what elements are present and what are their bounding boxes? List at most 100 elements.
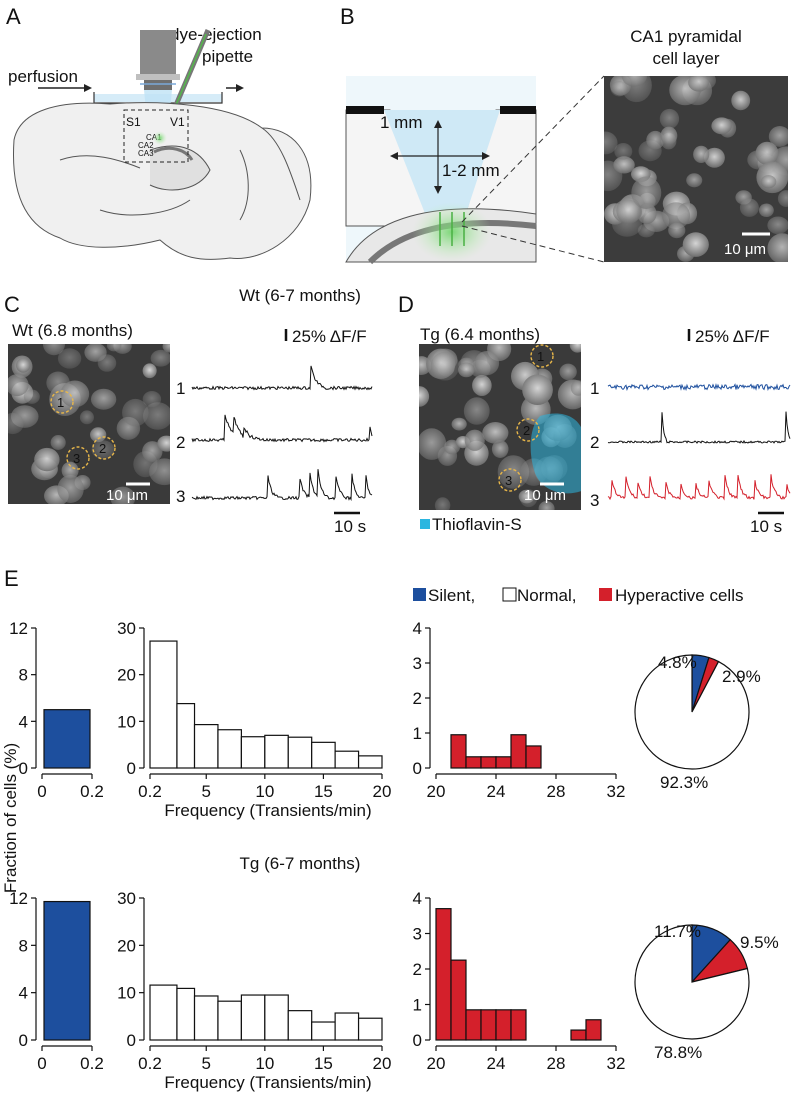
- panel-b-label: B: [340, 4, 355, 29]
- histogram-bar-normal: [264, 994, 289, 1041]
- wt-scalebar-label: 10 μm: [106, 487, 148, 504]
- x-tick-label: 10: [255, 1054, 274, 1073]
- histogram-hyper: 0 1 2 3 4 20 24 28 32: [413, 619, 626, 801]
- histogram-bar-normal: [334, 750, 360, 769]
- neuron-soma: [491, 440, 509, 458]
- histogram-bar-normal: [334, 1012, 360, 1041]
- wt-micrograph: [8, 344, 170, 504]
- histogram-bar-normal: [176, 702, 196, 769]
- y-tick-label: 1: [413, 996, 422, 1015]
- neuron-soma: [110, 486, 136, 504]
- neuron-soma: [570, 380, 581, 396]
- pie-label-normal: 78.8%: [654, 1043, 702, 1062]
- region-v1: V1: [170, 115, 185, 129]
- y-tick-label: 10: [117, 984, 136, 1003]
- histogram-bar-normal: [217, 1000, 242, 1041]
- histogram-bar-hyper: [495, 756, 512, 769]
- histogram-silent: 0 4 8 12 0 0.2: [9, 619, 104, 801]
- y-tick-label: 30: [117, 619, 136, 638]
- wt-trace-label: 1: [176, 379, 185, 398]
- histogram-bar-hyper: [495, 1009, 512, 1041]
- y-tick-label: 4: [413, 889, 422, 908]
- tg-trace-label: 1: [590, 379, 599, 398]
- pie-label-silent: 4.8%: [658, 653, 697, 672]
- neuron-soma: [614, 143, 633, 160]
- neuron-soma: [613, 156, 635, 174]
- panel-a: A perfusion dye-ejection pipette: [6, 4, 312, 260]
- tg-scalebar-label: 10 μm: [524, 487, 566, 504]
- neuron-soma: [61, 461, 79, 480]
- neuron-soma: [106, 344, 122, 352]
- panel-c-label: C: [4, 292, 20, 317]
- neuron-soma: [693, 145, 710, 164]
- neuron-soma: [142, 441, 163, 462]
- pie-label-silent: 11.7%: [654, 922, 701, 941]
- neuron-soma: [97, 354, 117, 372]
- pie-slice-normal: [634, 654, 750, 770]
- y-tick-label: 12: [9, 619, 28, 638]
- neuron-soma: [149, 458, 170, 486]
- pie-chart: 4.8% 2.9% 92.3%: [634, 653, 761, 792]
- neuron-soma: [559, 363, 577, 381]
- pie-label-hyperactive: 9.5%: [740, 933, 779, 952]
- neuron-soma: [739, 198, 759, 217]
- window-width-label: 1-2 mm: [442, 161, 500, 180]
- tg-cell-roi: [516, 418, 540, 442]
- histogram-bar-silent: [43, 900, 91, 1041]
- x-tick-label: 15: [314, 782, 333, 801]
- histogram-bar-normal: [176, 987, 196, 1041]
- chart-title: Tg (6-7 months): [240, 854, 361, 873]
- y-tick-label: 0: [19, 1031, 28, 1050]
- y-axis-label: Fraction of cells (%): [1, 743, 20, 893]
- tg-cell-roi: [498, 468, 522, 492]
- ca1-scalebar-label: 10 μm: [724, 241, 766, 258]
- neuron-soma: [142, 363, 157, 379]
- neuron-soma: [419, 428, 447, 460]
- neuron-soma: [767, 233, 788, 262]
- histogram-bar-hyper: [450, 959, 467, 1041]
- neuron-soma: [668, 222, 686, 239]
- y-tick-label: 10: [117, 712, 136, 731]
- window-depth-label: 1 mm: [380, 113, 423, 132]
- x-tick-label: 24: [487, 1054, 506, 1073]
- wt-trace-label: 3: [176, 487, 185, 506]
- neuron-soma: [711, 117, 732, 135]
- x-tick-label: 0.2: [138, 1054, 162, 1073]
- neuron-soma: [143, 402, 170, 430]
- neuron-soma: [660, 126, 678, 145]
- y-tick-label: 3: [413, 654, 422, 673]
- perfusion-label: perfusion: [8, 67, 78, 86]
- region-ca3: CA3: [138, 149, 154, 158]
- tg-cell-roi: [530, 344, 554, 368]
- legend-hyper: Hyperactive cells: [615, 586, 744, 605]
- y-tick-label: 1: [413, 724, 422, 743]
- panel-c: C Wt (6.8 months) 1 2 3 10 μm 25% ΔF/F 1…: [4, 292, 373, 536]
- y-tick-label: 30: [117, 889, 136, 908]
- x-tick-label: 20: [373, 1054, 392, 1073]
- panel-e: E Silent, Normal, Hyperactive cells Frac…: [1, 286, 779, 1092]
- panel-a-label: A: [6, 4, 21, 29]
- panel-e-label: E: [4, 566, 19, 591]
- neuron-soma: [91, 440, 115, 460]
- tg-cell-number: 2: [523, 423, 530, 438]
- histogram-silent: 0 4 8 12 0 0.2: [9, 889, 104, 1073]
- histogram-bar-normal: [149, 640, 178, 769]
- x-tick-label: 5: [202, 782, 211, 801]
- x-tick-label: 0: [37, 782, 46, 801]
- neuron-soma: [758, 203, 774, 218]
- wt-cell-roi: [50, 390, 74, 414]
- histogram-bar-normal: [149, 984, 178, 1041]
- neuron-soma: [472, 374, 492, 397]
- neuron-soma: [538, 500, 555, 510]
- histogram-normal: 0 10 20 30 0.2 5 10 15 20: [117, 619, 391, 801]
- neuron-soma: [430, 351, 460, 381]
- neuron-soma: [90, 427, 107, 443]
- neuron-soma: [731, 90, 751, 111]
- neuron-soma: [659, 108, 680, 129]
- neuron-soma: [50, 434, 66, 450]
- neuron-soma: [57, 348, 82, 369]
- neuron-soma: [519, 489, 538, 508]
- y-tick-label: 20: [117, 936, 136, 955]
